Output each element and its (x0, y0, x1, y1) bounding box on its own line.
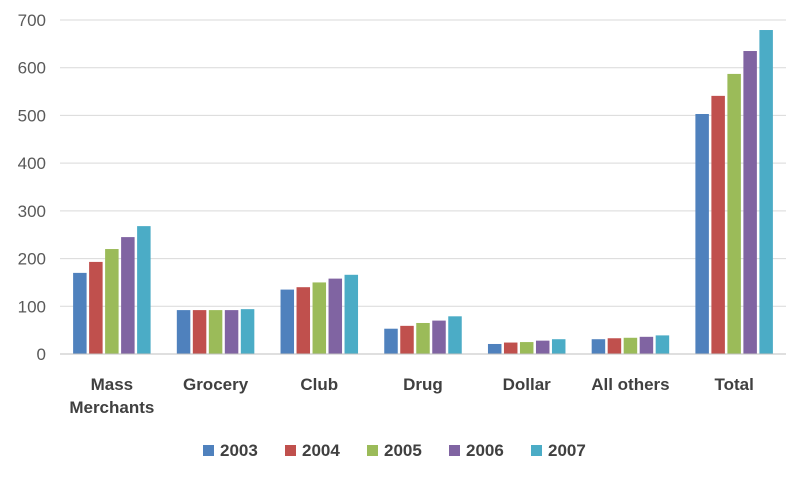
bar-2004 (89, 261, 103, 354)
bar-2004 (296, 287, 311, 354)
bar-2004 (400, 325, 414, 354)
bar-2007 (240, 309, 255, 354)
legend-swatch (367, 445, 378, 456)
legend: 2003 2004 2005 2006 2007 (203, 441, 586, 460)
x-category-label: All others (591, 375, 669, 394)
bar-2006 (535, 340, 550, 354)
bar-2003 (487, 343, 502, 354)
bar-2005 (623, 337, 638, 354)
y-tick-label: 100 (18, 297, 46, 316)
y-tick-label: 700 (18, 11, 46, 30)
legend-swatch (285, 445, 296, 456)
bar-2003 (280, 289, 295, 354)
bar-2005 (312, 282, 327, 354)
legend-item-2007: 2007 (531, 441, 586, 460)
bar-2006 (224, 310, 239, 354)
bar-2004 (503, 342, 518, 354)
bar-2007 (448, 316, 462, 354)
bar-2003 (73, 272, 87, 354)
legend-label: 2007 (548, 441, 586, 460)
y-tick-label: 300 (18, 202, 46, 221)
bars (73, 30, 773, 355)
bar-2006 (639, 336, 654, 354)
bar-2005 (727, 73, 741, 354)
x-category-label: Drug (403, 375, 443, 394)
legend-swatch (449, 445, 460, 456)
bar-2007 (551, 339, 566, 354)
legend-swatch (203, 445, 214, 456)
legend-item-2004: 2004 (285, 441, 340, 460)
legend-swatch (531, 445, 542, 456)
bar-2005 (208, 310, 223, 354)
bar-2005 (519, 342, 534, 354)
bar-2003 (695, 113, 709, 354)
bar-2004 (711, 95, 725, 354)
legend-label: 2005 (384, 441, 422, 460)
x-category-label: Dollar (503, 375, 552, 394)
x-category-label: Club (300, 375, 338, 394)
y-tick-label: 600 (18, 59, 46, 78)
y-tick-label: 500 (18, 106, 46, 125)
x-category-label: Mass (91, 375, 134, 394)
y-tick-label: 400 (18, 154, 46, 173)
y-axis-tick-labels: 0 100 200 300 400 500 600 700 (18, 11, 46, 364)
bar-2006 (328, 278, 343, 354)
y-tick-label: 0 (37, 345, 46, 364)
legend-label: 2004 (302, 441, 340, 460)
bar-2003 (176, 310, 191, 354)
x-category-label: Merchants (69, 398, 154, 417)
y-tick-label: 200 (18, 250, 46, 269)
bar-2007 (137, 226, 151, 354)
bar-2006 (432, 320, 446, 354)
bar-2006 (121, 237, 135, 354)
bar-2003 (384, 328, 398, 354)
legend-item-2005: 2005 (367, 441, 422, 460)
bar-2005 (105, 249, 119, 354)
x-category-label: Total (714, 375, 753, 394)
legend-label: 2003 (220, 441, 258, 460)
legend-item-2003: 2003 (203, 441, 258, 460)
bar-2006 (743, 51, 757, 355)
bar-2007 (655, 335, 670, 354)
legend-item-2006: 2006 (449, 441, 504, 460)
bar-2004 (192, 310, 207, 354)
bar-2003 (591, 339, 606, 354)
bar-2004 (607, 338, 622, 354)
bar-2007 (759, 30, 773, 355)
legend-label: 2006 (466, 441, 504, 460)
x-axis-category-labels: Mass Merchants Grocery Club Drug Dollar All ot… (69, 375, 753, 417)
x-category-label: Grocery (183, 375, 249, 394)
gridlines (60, 19, 786, 307)
bar-2007 (344, 274, 359, 354)
bar-2005 (416, 322, 430, 354)
